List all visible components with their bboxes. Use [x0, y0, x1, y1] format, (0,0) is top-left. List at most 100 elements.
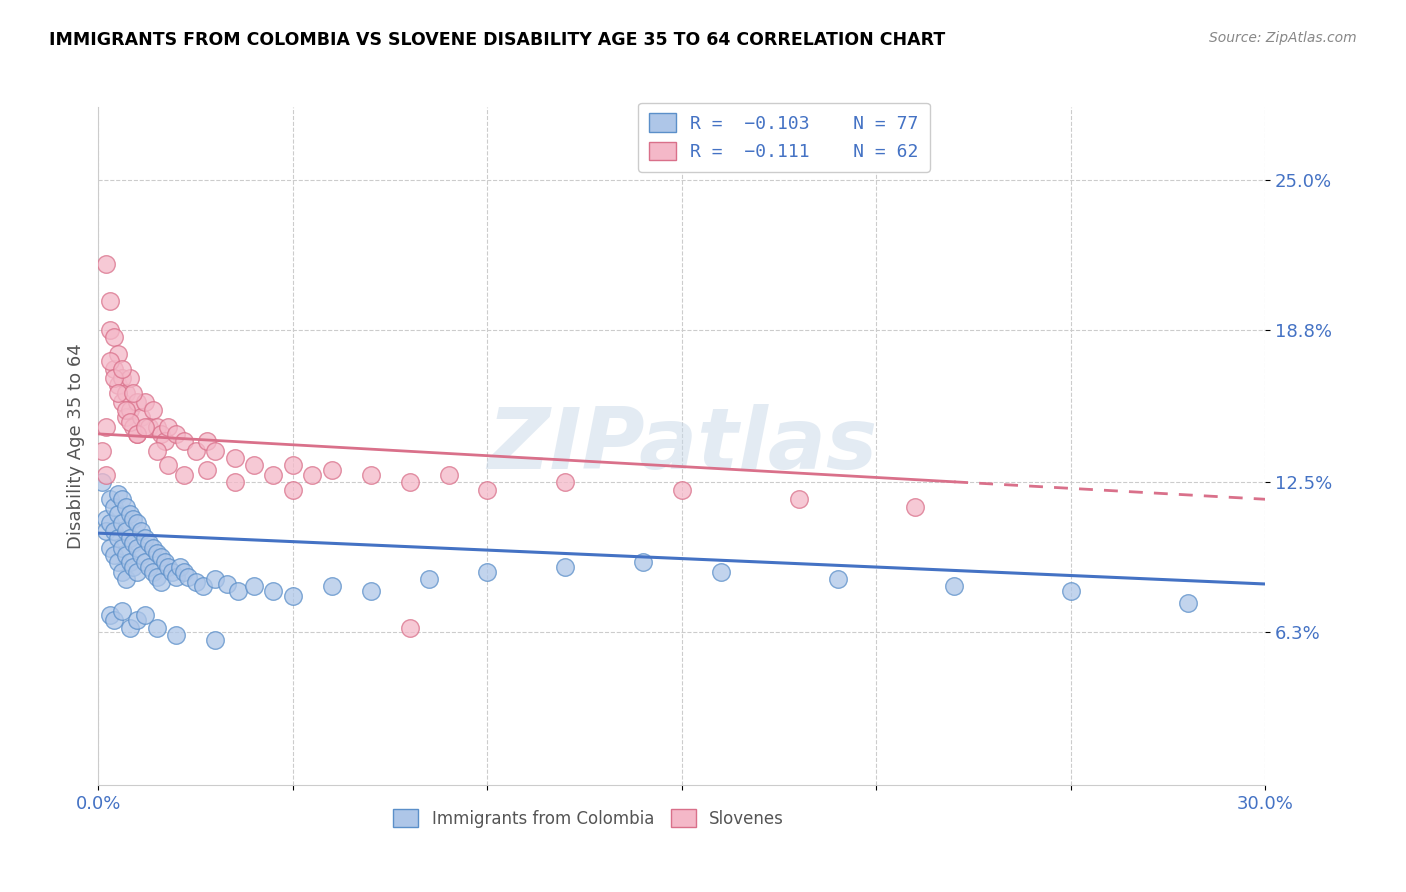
Point	[127, 565, 149, 579]
Point	[107, 507, 129, 521]
Point	[98, 541, 121, 555]
Point	[142, 402, 165, 417]
Point	[631, 555, 654, 569]
Point	[204, 572, 226, 586]
Point	[103, 548, 125, 562]
Point	[301, 468, 323, 483]
Point	[91, 443, 114, 458]
Y-axis label: Disability Age 35 to 64: Disability Age 35 to 64	[66, 343, 84, 549]
Point	[165, 570, 187, 584]
Point	[418, 572, 440, 586]
Point	[107, 385, 129, 400]
Point	[114, 572, 136, 586]
Point	[243, 458, 266, 473]
Point	[321, 579, 343, 593]
Point	[111, 604, 134, 618]
Point	[134, 555, 156, 569]
Point	[146, 545, 169, 559]
Point	[107, 555, 129, 569]
Point	[122, 536, 145, 550]
Point	[111, 565, 134, 579]
Legend: Immigrants from Colombia, Slovenes: Immigrants from Colombia, Slovenes	[384, 799, 794, 838]
Point	[193, 579, 215, 593]
Point	[118, 555, 141, 569]
Point	[129, 548, 152, 562]
Text: Source: ZipAtlas.com: Source: ZipAtlas.com	[1209, 31, 1357, 45]
Point	[262, 468, 284, 483]
Point	[111, 361, 134, 376]
Point	[129, 524, 152, 538]
Point	[477, 565, 499, 579]
Point	[787, 492, 810, 507]
Point	[204, 443, 226, 458]
Point	[224, 475, 246, 490]
Point	[146, 419, 169, 434]
Point	[122, 385, 145, 400]
Point	[111, 371, 134, 385]
Point	[165, 426, 187, 441]
Point	[360, 468, 382, 483]
Point	[127, 541, 149, 555]
Point	[157, 560, 180, 574]
Point	[98, 354, 121, 368]
Point	[554, 475, 576, 490]
Point	[98, 323, 121, 337]
Point	[98, 608, 121, 623]
Point	[146, 621, 169, 635]
Point	[127, 426, 149, 441]
Point	[149, 550, 172, 565]
Point	[173, 434, 195, 449]
Point	[138, 560, 160, 574]
Point	[107, 378, 129, 392]
Point	[157, 458, 180, 473]
Point	[134, 608, 156, 623]
Text: IMMIGRANTS FROM COLOMBIA VS SLOVENE DISABILITY AGE 35 TO 64 CORRELATION CHART: IMMIGRANTS FROM COLOMBIA VS SLOVENE DISA…	[49, 31, 945, 49]
Point	[146, 570, 169, 584]
Point	[111, 492, 134, 507]
Point	[118, 507, 141, 521]
Point	[96, 524, 118, 538]
Point	[173, 565, 195, 579]
Point	[195, 434, 218, 449]
Point	[118, 531, 141, 545]
Point	[195, 463, 218, 477]
Point	[157, 419, 180, 434]
Point	[98, 492, 121, 507]
Point	[204, 632, 226, 647]
Point	[127, 395, 149, 409]
Point	[142, 541, 165, 555]
Point	[122, 511, 145, 525]
Point	[96, 511, 118, 525]
Point	[122, 560, 145, 574]
Point	[103, 613, 125, 627]
Point	[281, 458, 304, 473]
Point	[107, 531, 129, 545]
Point	[114, 500, 136, 514]
Point	[118, 621, 141, 635]
Point	[281, 589, 304, 603]
Point	[111, 541, 134, 555]
Point	[184, 574, 207, 589]
Point	[138, 419, 160, 434]
Point	[103, 330, 125, 344]
Point	[127, 613, 149, 627]
Point	[111, 395, 134, 409]
Point	[398, 475, 420, 490]
Point	[904, 500, 927, 514]
Point	[96, 257, 118, 271]
Point	[122, 419, 145, 434]
Point	[1060, 584, 1083, 599]
Point	[103, 500, 125, 514]
Point	[98, 293, 121, 308]
Point	[671, 483, 693, 497]
Point	[146, 443, 169, 458]
Point	[215, 577, 238, 591]
Point	[224, 451, 246, 466]
Point	[107, 487, 129, 501]
Point	[96, 468, 118, 483]
Point	[184, 443, 207, 458]
Point	[114, 409, 136, 424]
Point	[114, 548, 136, 562]
Point	[138, 536, 160, 550]
Point	[477, 483, 499, 497]
